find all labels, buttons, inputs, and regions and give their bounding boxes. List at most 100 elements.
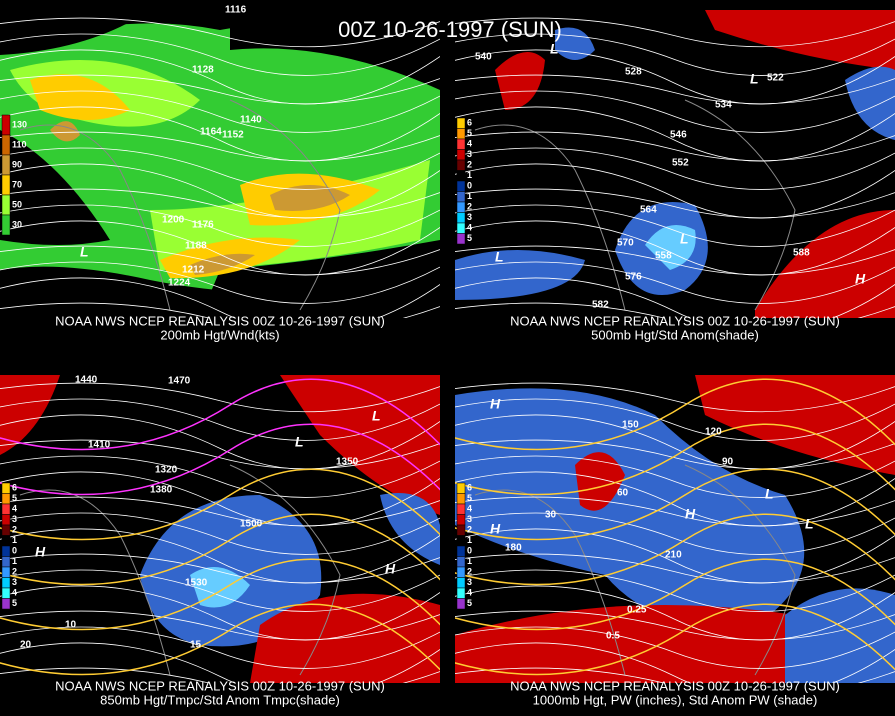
colorbar-label: 110: [12, 139, 27, 149]
contour-label: 1320: [155, 465, 178, 476]
contour: [0, 17, 440, 48]
shade: [30, 74, 130, 120]
map-area: [455, 10, 895, 318]
contour: [455, 74, 895, 105]
colorbar-label: 30: [12, 219, 22, 229]
contour: [455, 147, 895, 190]
shade: [0, 10, 150, 55]
contour-label: 90: [722, 457, 734, 468]
contour-label: 570: [617, 238, 634, 249]
pressure-center: L: [750, 71, 759, 87]
coastline: [19, 464, 341, 676]
contour: [455, 382, 895, 413]
contour: [455, 642, 895, 683]
colorbar-label: 3: [467, 577, 472, 587]
subtitle: 200mb Hgt/Wnd(kts): [160, 327, 279, 342]
colorbar-swatch: [1, 535, 11, 547]
colorbar-label: 0: [12, 546, 17, 556]
colorbar-swatch: [456, 233, 466, 245]
colorbar-swatch: [1, 134, 11, 156]
colorbar-label: 5: [467, 128, 472, 138]
colorbar-label: 4: [12, 504, 17, 514]
contour: [0, 569, 440, 612]
contour: [455, 277, 895, 318]
contour-color: [0, 378, 440, 451]
colorbar-swatch: [456, 577, 466, 589]
caption: NOAA NWS NCEP REANALYSIS 00Z 10-26-1997 …: [55, 313, 385, 328]
colorbar-label: 4: [467, 588, 472, 598]
contour: [0, 398, 440, 441]
colorbar-swatch: [456, 159, 466, 171]
contour-color: [0, 513, 440, 586]
colorbar-label: 2: [12, 525, 17, 535]
colorbar-swatch: [456, 138, 466, 150]
contour-label: 588: [793, 248, 810, 259]
subtitle: 1000mb Hgt, PW (inches), Std Anom PW (sh…: [533, 692, 818, 707]
contour-label: 552: [672, 158, 689, 169]
colorbar-swatch: [1, 503, 11, 515]
colorbar-label: 4: [467, 139, 472, 149]
pressure-center: H: [490, 396, 501, 412]
colorbar-swatch: [1, 545, 11, 557]
colorbar-label: 5: [12, 493, 17, 503]
contour: [455, 471, 895, 527]
colorbar-swatch: [1, 556, 11, 568]
contour: [455, 17, 895, 48]
contour: [0, 204, 440, 247]
map-panel: 1440 1470141013801500153013501320101520LL…: [0, 375, 440, 707]
contour: [455, 188, 895, 219]
coastline: [474, 99, 796, 311]
colorbar-swatch: [1, 214, 11, 236]
contour: [455, 163, 895, 219]
colorbar-label: 2: [467, 202, 472, 212]
coastline: [19, 99, 341, 311]
colorbar-label: 0: [467, 181, 472, 191]
colorbar-label: 6: [467, 118, 472, 128]
colorbar-label: 5: [467, 493, 472, 503]
contour: [0, 528, 440, 584]
contour-label: 120: [705, 427, 722, 438]
shade: [0, 130, 110, 245]
shade: [645, 225, 696, 270]
colorbar-label: 70: [12, 179, 22, 189]
map-panel: 15012090601800.250.521030HLLHH6543210123…: [455, 375, 895, 707]
colorbar-swatch: [456, 545, 466, 557]
contour-label: 1176: [192, 220, 214, 231]
contour: [0, 512, 440, 555]
contour: [455, 439, 895, 470]
colorbar-label: 1: [12, 556, 17, 566]
contour: [455, 585, 895, 641]
shade: [495, 52, 545, 110]
contour: [455, 245, 895, 276]
colorbar-swatch: [456, 514, 466, 526]
contour: [455, 667, 895, 683]
colorbar-label: 5: [467, 598, 472, 608]
colorbar-swatch: [456, 149, 466, 161]
contour: [0, 382, 440, 413]
shade: [230, 10, 440, 90]
colorbar-swatch: [1, 154, 11, 176]
pressure-center: H: [385, 561, 396, 577]
colorbar-swatch: [456, 566, 466, 578]
contour: [455, 302, 895, 318]
contour: [455, 131, 895, 162]
colorbar-label: 3: [467, 212, 472, 222]
contour: [0, 626, 440, 669]
colorbar-swatch: [456, 191, 466, 203]
shade: [380, 493, 440, 565]
contour-label: 1200: [162, 215, 185, 226]
pressure-center: H: [35, 544, 46, 560]
caption: NOAA NWS NCEP REANALYSIS 00Z 10-26-1997 …: [55, 678, 385, 693]
contour: [0, 106, 440, 162]
colorbar-swatch: [456, 503, 466, 515]
contour: [455, 398, 895, 441]
colorbar-label: 2: [467, 567, 472, 577]
colorbar-swatch: [456, 222, 466, 234]
contour-label: 1470: [168, 376, 191, 387]
contour: [455, 261, 895, 304]
pressure-center: H: [685, 506, 696, 522]
contour: [0, 455, 440, 498]
contour: [0, 188, 440, 219]
contour: [455, 414, 895, 470]
